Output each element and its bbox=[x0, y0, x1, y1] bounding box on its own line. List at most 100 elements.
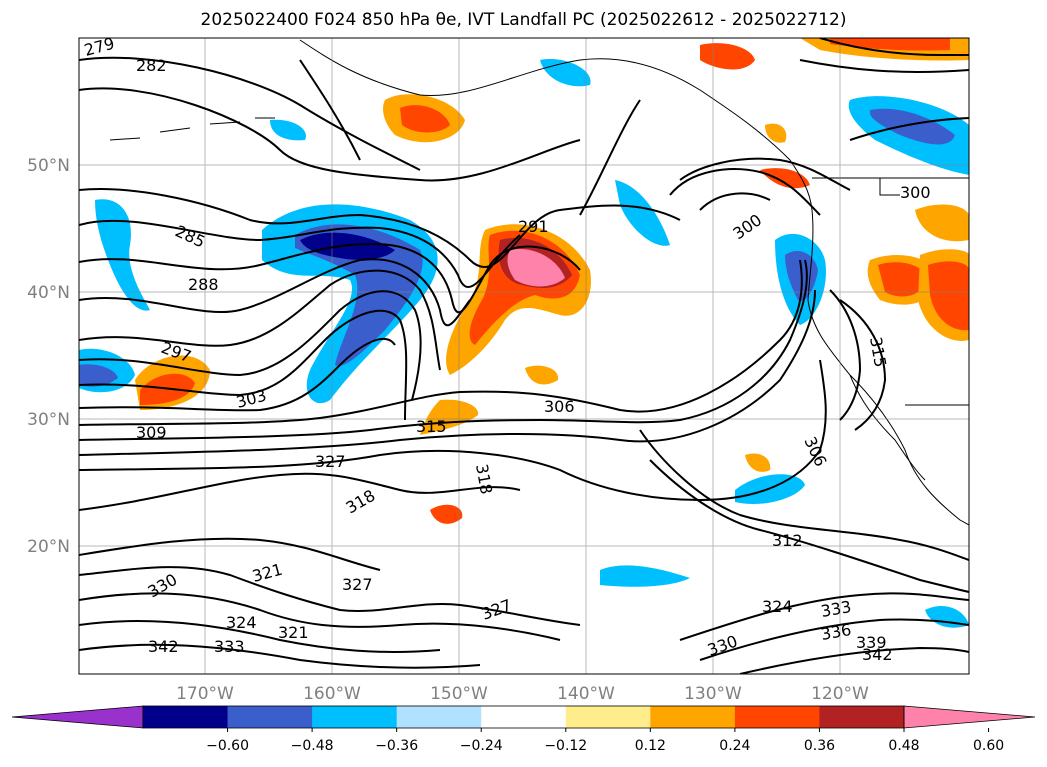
colorbar-border bbox=[142, 705, 905, 729]
neg-fill-gulf bbox=[615, 180, 670, 246]
colorbar-extend-max bbox=[903, 705, 1036, 729]
colorbar-tick-labels: −0.60 −0.48 −0.36 −0.24 −0.12 0.12 0.24 0.36 0.4… bbox=[206, 738, 1004, 754]
lat-label-30n: 30°N bbox=[27, 410, 70, 430]
alaska-coast bbox=[299, 39, 813, 211]
contour-label-312: 312 bbox=[772, 531, 803, 550]
colorbar: −0.60 −0.48 −0.36 −0.24 −0.12 0.12 0.24 0.36 0.4… bbox=[11, 705, 1036, 754]
colorbar-cell bbox=[734, 706, 820, 728]
map-panel: 279 282 285 288 291 297 300 300 303 306 … bbox=[79, 38, 969, 674]
latitude-labels: 50°N 40°N 30°N 20°N bbox=[27, 156, 70, 557]
longitude-labels: 170°W 160°W 150°W 140°W 130°W 120°W bbox=[176, 684, 869, 704]
colorbar-tick-label: −0.12 bbox=[544, 738, 587, 754]
neg-fill-central-core bbox=[295, 224, 423, 366]
contour-label-324-e: 324 bbox=[762, 597, 793, 616]
neg-fill-south bbox=[600, 565, 690, 587]
pos-fill-se bbox=[745, 453, 771, 472]
colorbar-cell bbox=[143, 706, 229, 728]
contour-line bbox=[79, 643, 481, 669]
lon-label-160w: 160°W bbox=[303, 684, 361, 704]
contour-label-309: 309 bbox=[136, 423, 167, 442]
pos-fill-central-pink bbox=[507, 249, 565, 287]
pos-fill-bc bbox=[765, 123, 787, 143]
map-title: 2025022400 F024 850 hPa θe, IVT Landfall… bbox=[200, 10, 847, 30]
lat-label-20n: 20°N bbox=[27, 537, 70, 557]
colorbar-tick-label: 0.60 bbox=[973, 738, 1004, 754]
neg-fill-nw2 bbox=[270, 119, 306, 141]
contour-line bbox=[699, 192, 771, 211]
contour-line bbox=[79, 290, 422, 401]
contour-label-306: 306 bbox=[544, 397, 575, 416]
contour-line bbox=[639, 429, 969, 561]
contour-label-327-b: 327 bbox=[342, 575, 373, 594]
contour-line bbox=[79, 289, 816, 456]
lon-label-170w: 170°W bbox=[176, 684, 234, 704]
contour-label-300-bc: 300 bbox=[900, 183, 931, 202]
map-frame bbox=[78, 37, 970, 675]
contour-label-333-b: 333 bbox=[214, 637, 245, 656]
contour-line bbox=[79, 269, 441, 371]
lon-label-140w: 140°W bbox=[557, 684, 615, 704]
pos-fill-mid bbox=[525, 365, 559, 385]
pos-fill-ne2 bbox=[915, 204, 969, 242]
colorbar-extend-min bbox=[11, 705, 144, 729]
contour-line bbox=[699, 618, 969, 661]
contour-line bbox=[79, 338, 396, 412]
neg-fill-bc-core bbox=[869, 108, 955, 145]
pos-fill-e-red bbox=[878, 262, 928, 297]
neg-fill-e2 bbox=[925, 605, 969, 628]
contour-line bbox=[79, 258, 471, 327]
colorbar-ticks bbox=[227, 728, 990, 732]
colorbar-cell bbox=[481, 706, 567, 728]
contour-line bbox=[79, 259, 803, 426]
aleutians bbox=[109, 117, 275, 141]
neg-fill-west-core bbox=[79, 364, 118, 387]
graticule bbox=[79, 38, 969, 674]
contour-line bbox=[299, 59, 361, 161]
contour-line bbox=[819, 38, 969, 56]
lat-label-40n: 40°N bbox=[27, 283, 70, 303]
pos-fill-far-e-red bbox=[928, 261, 969, 331]
contour-line bbox=[79, 566, 581, 626]
contour-line bbox=[579, 99, 641, 216]
contour-line bbox=[829, 289, 862, 421]
coastlines bbox=[109, 39, 969, 526]
neg-fill-nw bbox=[95, 199, 150, 311]
contour-line bbox=[649, 459, 969, 593]
positive-anomaly-fills bbox=[135, 38, 969, 524]
colorbar-tick-label: −0.24 bbox=[460, 738, 503, 754]
contour-line bbox=[79, 188, 681, 269]
pos-fill-aleut-red bbox=[400, 105, 450, 133]
negative-anomaly-fills bbox=[79, 59, 969, 628]
contour-label-339: 339 bbox=[856, 633, 887, 652]
contour-line bbox=[79, 619, 441, 653]
contour-line bbox=[79, 259, 808, 441]
contour-line bbox=[679, 157, 851, 191]
lon-label-120w: 120°W bbox=[811, 684, 869, 704]
colorbar-cell bbox=[565, 706, 651, 728]
contour-line bbox=[79, 56, 421, 171]
contour-line bbox=[739, 646, 969, 674]
contour-label-321-b: 321 bbox=[278, 623, 309, 642]
contour-line bbox=[79, 243, 581, 314]
lon-label-130w: 130°W bbox=[684, 684, 742, 704]
pos-fill-coast bbox=[760, 168, 810, 189]
contour-line bbox=[669, 168, 821, 216]
colorbar-cell bbox=[650, 706, 736, 728]
colorbar-cell bbox=[312, 706, 398, 728]
contour-line bbox=[79, 309, 408, 421]
lon-label-150w: 150°W bbox=[430, 684, 488, 704]
contour-label-288: 288 bbox=[188, 275, 219, 294]
contour-line bbox=[79, 359, 827, 502]
colorbar-tick-label: −0.60 bbox=[206, 738, 249, 754]
pos-fill-na bbox=[700, 43, 755, 70]
colorbar-cell bbox=[396, 706, 482, 728]
pos-fill-mid2 bbox=[430, 504, 463, 524]
contour-label-315: 315 bbox=[416, 417, 447, 436]
contour-label-327: 327 bbox=[315, 452, 346, 471]
contour-line bbox=[79, 592, 561, 641]
colorbar-tick-label: 0.48 bbox=[888, 738, 919, 754]
bc-line bbox=[879, 178, 900, 196]
colorbar-tick-label: 0.24 bbox=[719, 738, 750, 754]
colorbar-tick-label: 0.36 bbox=[804, 738, 835, 754]
